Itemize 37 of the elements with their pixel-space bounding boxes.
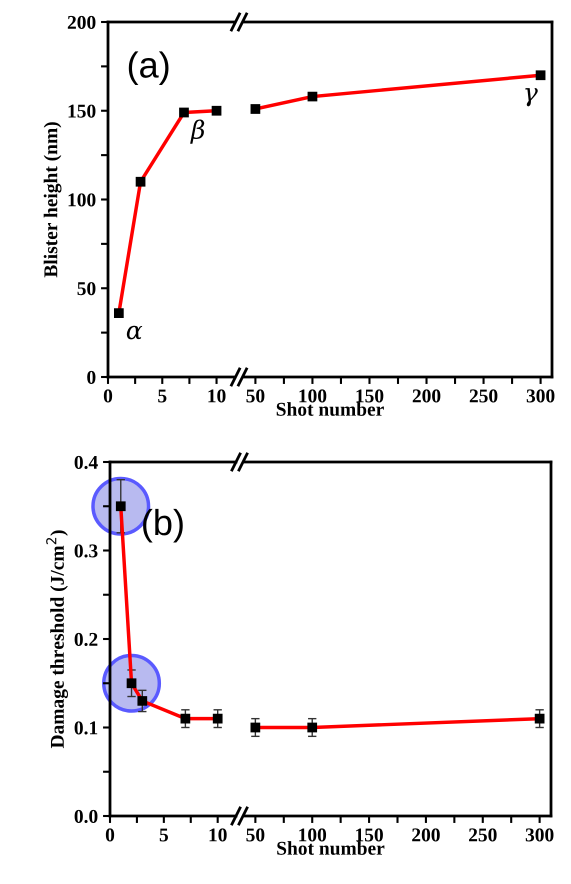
- x-tick-label: 50: [246, 828, 264, 842]
- y-tick-label: 0.2: [74, 632, 98, 646]
- x-tick-label: 5: [158, 390, 166, 402]
- y-tick-label: 50: [78, 282, 96, 296]
- x-tick-label: 200: [412, 828, 440, 842]
- x-tick-label: 250: [470, 389, 498, 402]
- y-tick-label: 150: [68, 104, 96, 118]
- y-tick-label: 0.3: [74, 544, 98, 558]
- y-tick-label: 0.4: [74, 456, 98, 470]
- y-axis-title: Blister height (nm): [44, 122, 62, 278]
- x-tick-label: 10: [208, 389, 226, 402]
- x-tick-label: 150: [356, 389, 384, 402]
- annotation: α: [126, 326, 142, 340]
- x-tick-label: 50: [246, 389, 264, 402]
- annotation: β: [190, 119, 204, 144]
- x-axis-title: Shot number: [277, 841, 384, 855]
- annotation: (a): [128, 51, 168, 85]
- y-tick-label: 100: [68, 193, 96, 206]
- x-axis-title: Shot number: [276, 402, 384, 416]
- x-tick-label: 0: [106, 828, 114, 842]
- x-tick-label: 250: [469, 828, 497, 842]
- x-tick-label: 0: [104, 389, 112, 402]
- x-tick-label: 200: [412, 389, 440, 402]
- x-tick-label: 300: [526, 828, 554, 842]
- x-tick-label: 100: [299, 828, 326, 842]
- y-tick-label: 0.0: [74, 810, 98, 824]
- annotation: γ: [525, 88, 538, 106]
- x-tick-label: 300: [526, 389, 554, 402]
- y-tick-label: 0.1: [74, 721, 98, 735]
- x-tick-label: 10: [210, 828, 227, 842]
- y-axis-title: Damage threshold (J/cm$^{2}$): [46, 530, 68, 748]
- x-tick-label: 5: [160, 828, 168, 842]
- y-tick-label: 200: [68, 16, 96, 29]
- y-tick-label: 0: [87, 370, 96, 384]
- x-tick-label: 150: [356, 828, 383, 842]
- annotation: (b): [143, 508, 183, 543]
- x-tick-label: 100: [299, 389, 326, 402]
